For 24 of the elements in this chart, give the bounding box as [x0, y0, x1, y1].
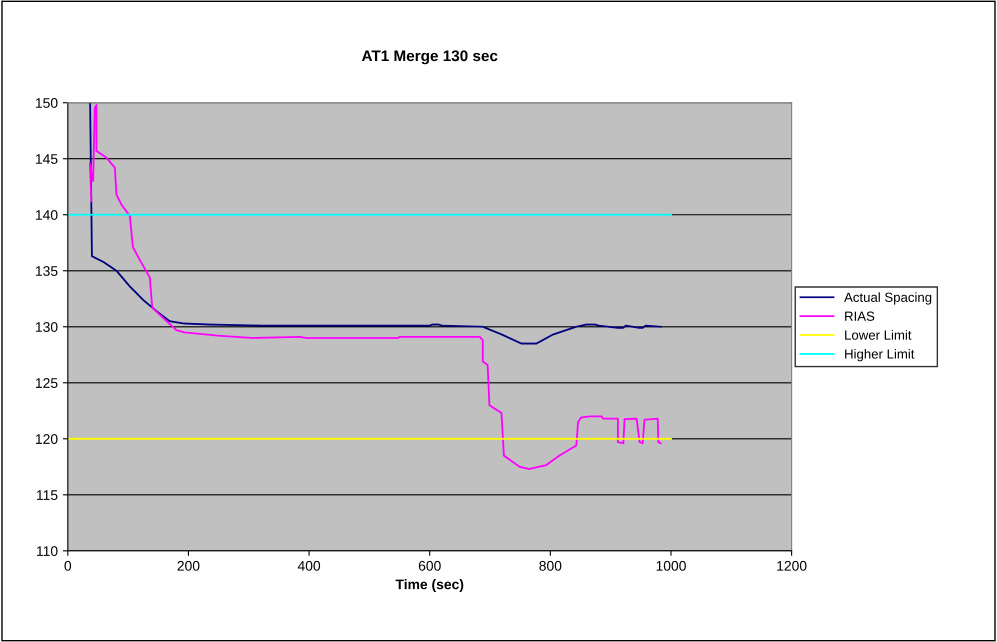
x-axis-title: Time (sec) [396, 579, 464, 592]
legend-label: RIAS [845, 312, 874, 321]
legend-label: Higher Limit [845, 348, 914, 362]
y-tick-label: 125 [36, 378, 58, 388]
legend-label: Actual Spacing [844, 292, 932, 305]
y-tick-label: 130 [36, 322, 58, 332]
x-tick-label: 200 [178, 560, 200, 571]
y-tick-label: 110 [36, 546, 58, 556]
y-tick-label: 145 [36, 154, 58, 164]
x-tick-label: 1000 [656, 560, 686, 571]
y-tick-label: 140 [36, 210, 58, 220]
y-tick-label: 135 [36, 266, 58, 276]
y-tick-label: 120 [36, 434, 58, 444]
y-tick-label: 115 [36, 490, 58, 500]
chart-title: AT1 Merge 130 sec [362, 50, 498, 64]
x-tick-label: 600 [418, 560, 441, 571]
x-tick-label: 1200 [777, 560, 807, 571]
legend-label: Lower Limit [845, 330, 912, 340]
x-tick-label: 400 [298, 560, 320, 571]
x-tick-label: 0 [64, 560, 72, 571]
line-series [88, 104, 662, 470]
x-tick-label: 800 [539, 560, 562, 571]
line-series [89, 102, 662, 344]
y-tick-label: 150 [36, 98, 58, 108]
